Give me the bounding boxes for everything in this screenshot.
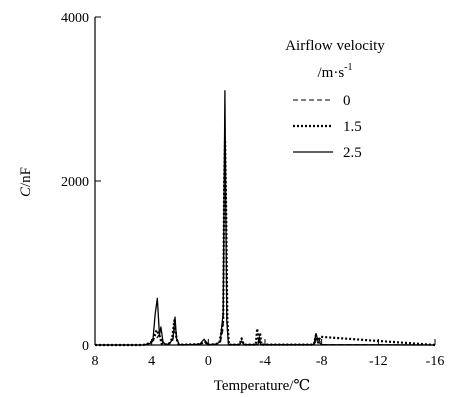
y-axis-title-italic: C bbox=[18, 186, 34, 197]
legend-subtitle-main: /m·s bbox=[317, 65, 344, 81]
y-tick-label: 4000 bbox=[61, 11, 89, 26]
axes: 8 4 0 -4 -8 -12 -16 0 2000 4000 bbox=[61, 11, 444, 369]
y-axis-title: C/nF bbox=[18, 167, 34, 197]
y-tick-label: 2000 bbox=[61, 175, 89, 190]
series-line-2-5 bbox=[95, 90, 436, 346]
x-tick-label: 4 bbox=[148, 354, 155, 369]
legend-subtitle-sup: -1 bbox=[344, 62, 352, 73]
legend-title: Airflow velocity bbox=[285, 38, 385, 54]
x-tick-label: -4 bbox=[259, 354, 271, 369]
x-tick-label: -12 bbox=[369, 354, 388, 369]
legend-label: 0 bbox=[343, 93, 351, 109]
x-tick-label: 0 bbox=[205, 354, 212, 369]
x-axis-title: Temperature/℃ bbox=[214, 378, 311, 394]
legend-label: 1.5 bbox=[343, 119, 362, 135]
x-tick-label: -8 bbox=[316, 354, 328, 369]
y-tick-label: 0 bbox=[82, 339, 89, 354]
x-tick-label: 8 bbox=[92, 354, 99, 369]
legend-subtitle: /m·s-1 bbox=[317, 62, 352, 81]
series-layer bbox=[95, 90, 436, 347]
legend-label: 2.5 bbox=[343, 145, 362, 161]
series-line-1-5 bbox=[95, 138, 436, 347]
legend: Airflow velocity /m·s-1 0 1.5 2.5 bbox=[285, 38, 385, 161]
y-axis-title-rest: /nF bbox=[18, 167, 34, 187]
series-line-0 bbox=[95, 147, 436, 346]
x-tick-label: -16 bbox=[426, 354, 445, 369]
